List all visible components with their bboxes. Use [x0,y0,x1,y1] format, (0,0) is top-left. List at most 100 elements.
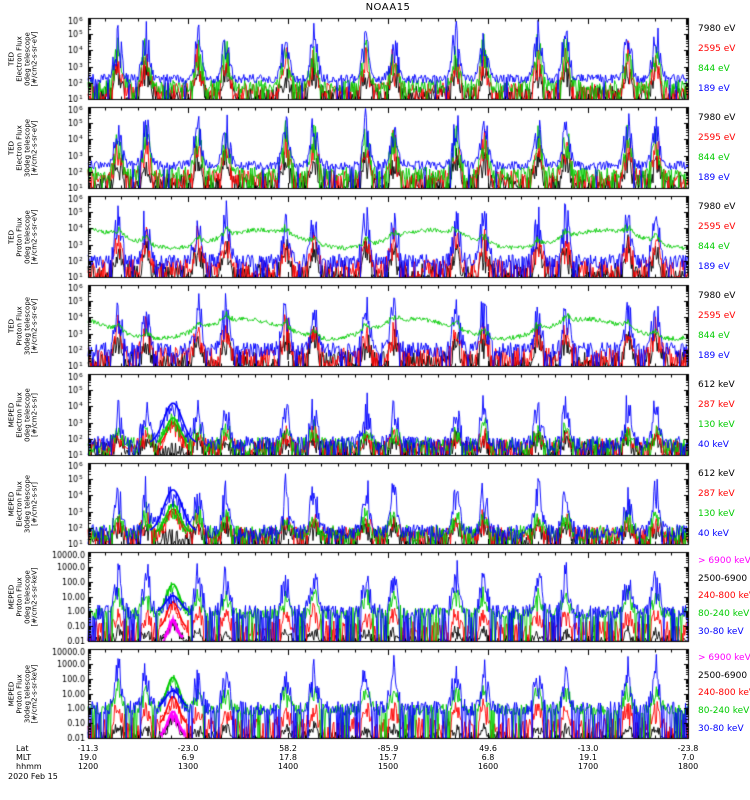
x-axis-tick-value: 7.0 [681,753,695,762]
x-axis-tick-value: -11.3 [77,744,99,753]
legend-label: 844 eV [698,63,730,74]
y-axis-label-line: [#/cm2-s-sr-eV] [30,31,39,87]
x-axis-tick-value: 1700 [577,762,599,771]
x-axis-row-mlt: MLT 19.0 6.9 17.8 15.7 6.8 19.1 7.0 [0,753,750,762]
legend-label: 287 keV [698,488,735,499]
panel-ted-proton-flux-30deg: TED Proton Flux 30deg telescope [#/cm2-s-sr… [0,283,750,369]
legend-label: 844 eV [698,330,730,341]
x-axis-tick-value: -85.9 [377,744,399,753]
legend-label: 844 eV [698,152,730,163]
legend-label: 7980 eV [698,112,736,123]
legend-meped-proton-flux-0deg: > 6900 keV 2500-6900 240-800 keV 80-240 keV… [696,550,750,644]
x-axis-row-lat: Lat -11.3 -23.0 58.2 -85.9 49.6 -13.0 -23.8 [0,744,750,753]
y-axis-label-line: [#/cm2-s-sr-eV] [30,298,39,354]
y-axis-label-ted-proton-flux-0deg: TED Proton Flux 0deg telescope [#/cm2-s-sr-… [0,194,48,280]
x-axis-tick-value: 1600 [477,762,499,771]
legend-ted-electron-flux-30deg: 7980 eV 2595 eV 844 eV 189 eV [696,105,750,191]
plot-area-meped-proton-flux-30deg [48,647,696,741]
panel-ted-proton-flux-0deg: TED Proton Flux 0deg telescope [#/cm2-s-sr-… [0,194,750,280]
y-axis-label-meped-proton-flux-30deg: MEPED Proton Flux 30deg telescope [#/cm2-s-… [0,647,48,741]
panel-meped-electron-flux-0deg: MEPED Electron Flux 0deg telescope [#/cm2-s… [0,372,750,458]
y-axis-label-ted-proton-flux-30deg: TED Proton Flux 30deg telescope [#/cm2-s-sr… [0,283,48,369]
legend-meped-electron-flux-30deg: 612 keV 287 keV 130 keV 40 keV [696,461,750,547]
plot-area-ted-electron-flux-30deg [48,105,696,191]
legend-label: 30-80 keV [698,626,744,637]
y-axis-label-text: MEPED Electron Flux 0deg telescope [#/cm2-s… [7,388,39,442]
x-axis-row-label: MLT [16,753,32,762]
legend-label: 189 eV [698,350,730,361]
x-axis-row-label: hhmm [16,762,42,771]
legend-label: > 6900 keV [698,556,750,567]
legend-label: 612 keV [698,468,735,479]
legend-label: 189 eV [698,172,730,183]
legend-label: 2595 eV [698,221,736,232]
plot-area-ted-proton-flux-0deg [48,194,696,280]
x-axis-row-label: Lat [16,744,29,753]
y-axis-label-text: TED Electron Flux 0deg telescope [#/cm2-s-s… [7,31,39,87]
plot-area-ted-proton-flux-30deg [48,283,696,369]
legend-label: 2595 eV [698,310,736,321]
date-label: 2020 Feb 15 [8,772,58,781]
y-axis-label-line: [#/cm2-s-sr] [30,481,39,527]
x-axis-tick-value: 6.9 [181,753,195,762]
legend-label: 240-800 keV [698,591,750,602]
x-axis-block: Lat -11.3 -23.0 58.2 -85.9 49.6 -13.0 -23.8 MLT 1… [0,744,750,771]
legend-label: 189 eV [698,83,730,94]
legend-label: 40 keV [698,439,729,450]
legend-label: 2595 eV [698,43,736,54]
x-axis-tick-value: 1400 [277,762,299,771]
x-axis-tick-value: 49.6 [479,744,497,753]
x-axis-tick-value: -23.0 [177,744,199,753]
panels-container: TED Electron Flux 0deg telescope [#/cm2-s-s… [0,16,750,741]
y-axis-label-meped-electron-flux-0deg: MEPED Electron Flux 0deg telescope [#/cm2-s… [0,372,48,458]
x-axis-tick-value: 19.1 [579,753,597,762]
panel-ted-electron-flux-0deg: TED Electron Flux 0deg telescope [#/cm2-s-s… [0,16,750,102]
legend-ted-electron-flux-0deg: 7980 eV 2595 eV 844 eV 189 eV [696,16,750,102]
y-axis-label-line: [#/cm2-s-sr-eV] [30,120,39,176]
legend-label: 30-80 keV [698,723,744,734]
legend-meped-proton-flux-30deg: > 6900 keV 2500-6900 240-800 keV 80-240 keV… [696,647,750,741]
x-axis-tick-value: 1200 [77,762,99,771]
panel-meped-proton-flux-0deg: MEPED Proton Flux 0deg telescope [#/cm2-s-s… [0,550,750,644]
legend-label: 130 keV [698,419,735,430]
legend-label: 80-240 keV [698,706,750,717]
plot-area-meped-proton-flux-0deg [48,550,696,644]
legend-meped-electron-flux-0deg: 612 keV 287 keV 130 keV 40 keV [696,372,750,458]
panel-meped-proton-flux-30deg: MEPED Proton Flux 30deg telescope [#/cm2-s-… [0,647,750,741]
legend-label: 7980 eV [698,23,736,34]
legend-label: 287 keV [698,399,735,410]
legend-label: 2595 eV [698,132,736,143]
legend-label: 130 keV [698,508,735,519]
legend-label: 2500-6900 [698,670,748,681]
legend-label: > 6900 keV [698,653,750,664]
y-axis-label-text: TED Electron Flux 30deg telescope [#/cm2-s-… [7,119,39,177]
y-axis-label-line: [#/cm2-s-sr-eV] [30,209,39,265]
legend-label: 7980 eV [698,290,736,301]
x-axis-tick-value: 19.0 [79,753,97,762]
legend-label: 189 eV [698,261,730,272]
y-axis-label-meped-electron-flux-30deg: MEPED Electron Flux 30deg telescope [#/cm2-… [0,461,48,547]
x-axis-tick-value: 58.2 [279,744,297,753]
x-axis-tick-value: 6.8 [481,753,495,762]
y-axis-label-meped-proton-flux-0deg: MEPED Proton Flux 0deg telescope [#/cm2-s-s… [0,550,48,644]
legend-label: 612 keV [698,379,735,390]
y-axis-label-text: MEPED Electron Flux 30deg telescope [#/cm2-… [7,475,39,533]
plot-area-meped-electron-flux-0deg [48,372,696,458]
legend-ted-proton-flux-30deg: 7980 eV 2595 eV 844 eV 189 eV [696,283,750,369]
legend-label: 80-240 keV [698,609,750,620]
x-axis-tick-value: 17.8 [279,753,297,762]
legend-label: 240-800 keV [698,688,750,699]
y-axis-label-line: [#/cm2-s-sr-keV] [30,567,39,627]
legend-label: 40 keV [698,528,729,539]
x-axis-tick-value: 1500 [377,762,399,771]
x-axis-tick-value: -13.0 [577,744,599,753]
legend-ted-proton-flux-0deg: 7980 eV 2595 eV 844 eV 189 eV [696,194,750,280]
legend-label: 844 eV [698,241,730,252]
x-axis-tick-value: 1300 [177,762,199,771]
y-axis-label-text: TED Proton Flux 30deg telescope [#/cm2-s-sr… [7,297,39,355]
panel-ted-electron-flux-30deg: TED Electron Flux 30deg telescope [#/cm2-s-… [0,105,750,191]
plot-title: NOAA15 [365,2,411,13]
y-axis-label-text: MEPED Proton Flux 30deg telescope [#/cm2-s-… [7,664,39,723]
x-axis-tick-value: 1800 [677,762,699,771]
